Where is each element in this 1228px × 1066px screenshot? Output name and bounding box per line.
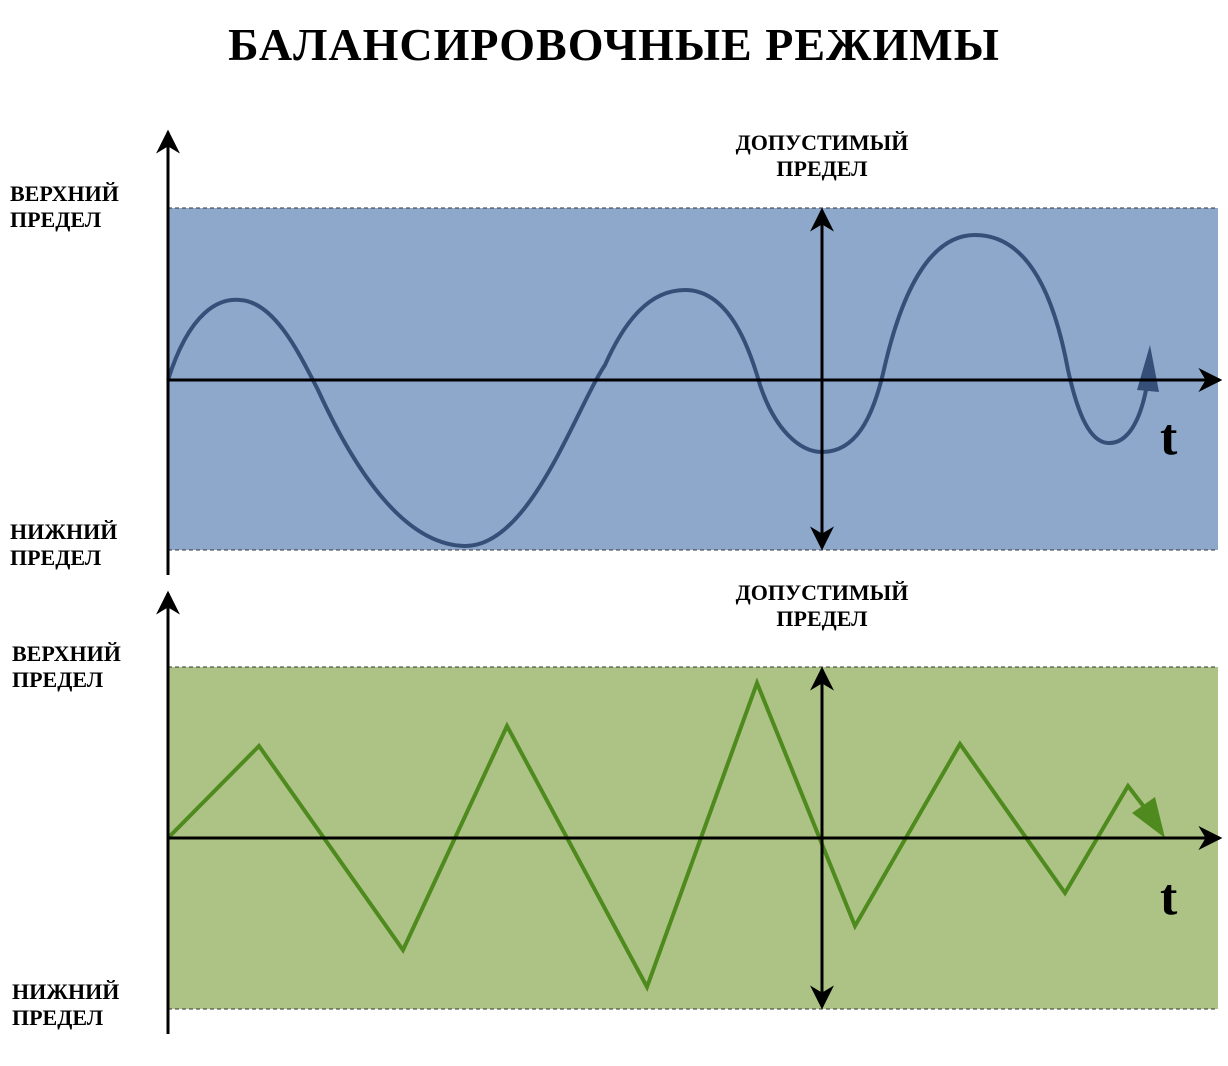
label-line: НИЖНИЙ (12, 979, 120, 1004)
panel-1-wave-curve (166, 232, 1148, 549)
label-line: ПРЕДЕЛ (12, 667, 104, 692)
label-line: ВЕРХНИЙ (12, 641, 121, 666)
panel-2-upper-limit-label: ВЕРХНИЙ ПРЕДЕЛ (12, 641, 121, 693)
panel-1-lower-limit-label: НИЖНИЙ ПРЕДЕЛ (10, 519, 117, 571)
diagram-title: БАЛАНСИРОВОЧНЫЕ РЕЖИМЫ (228, 19, 1000, 70)
panel-1-range-label: ДОПУСТИМЫЙ ПРЕДЕЛ (672, 130, 972, 182)
label-line: ВЕРХНИЙ (10, 181, 119, 206)
label-line: ДОПУСТИМЫЙ (735, 580, 909, 605)
label-line: НИЖНИЙ (10, 519, 118, 544)
panel-1-upper-limit-label: ВЕРХНИЙ ПРЕДЕЛ (10, 181, 119, 233)
panel-2-time-label: t (1160, 869, 1178, 926)
panel-1-time-label: t (1160, 409, 1178, 466)
panel-1 (156, 129, 1223, 575)
label-line: ДОПУСТИМЫЙ (735, 130, 909, 155)
label-line: ПРЕДЕЛ (10, 207, 102, 232)
label-line: ПРЕДЕЛ (776, 156, 868, 181)
panel-2-zigzag-curve (166, 677, 1150, 992)
label-line: ПРЕДЕЛ (12, 1005, 104, 1030)
panel-2 (156, 590, 1223, 1034)
label-line: ПРЕДЕЛ (776, 606, 868, 631)
label-line: ПРЕДЕЛ (10, 545, 102, 570)
panel-2-lower-limit-label: НИЖНИЙ ПРЕДЕЛ (12, 979, 119, 1031)
panel-2-range-label: ДОПУСТИМЫЙ ПРЕДЕЛ (672, 580, 972, 632)
panel-2-zigzag-arrowhead (1132, 797, 1165, 838)
